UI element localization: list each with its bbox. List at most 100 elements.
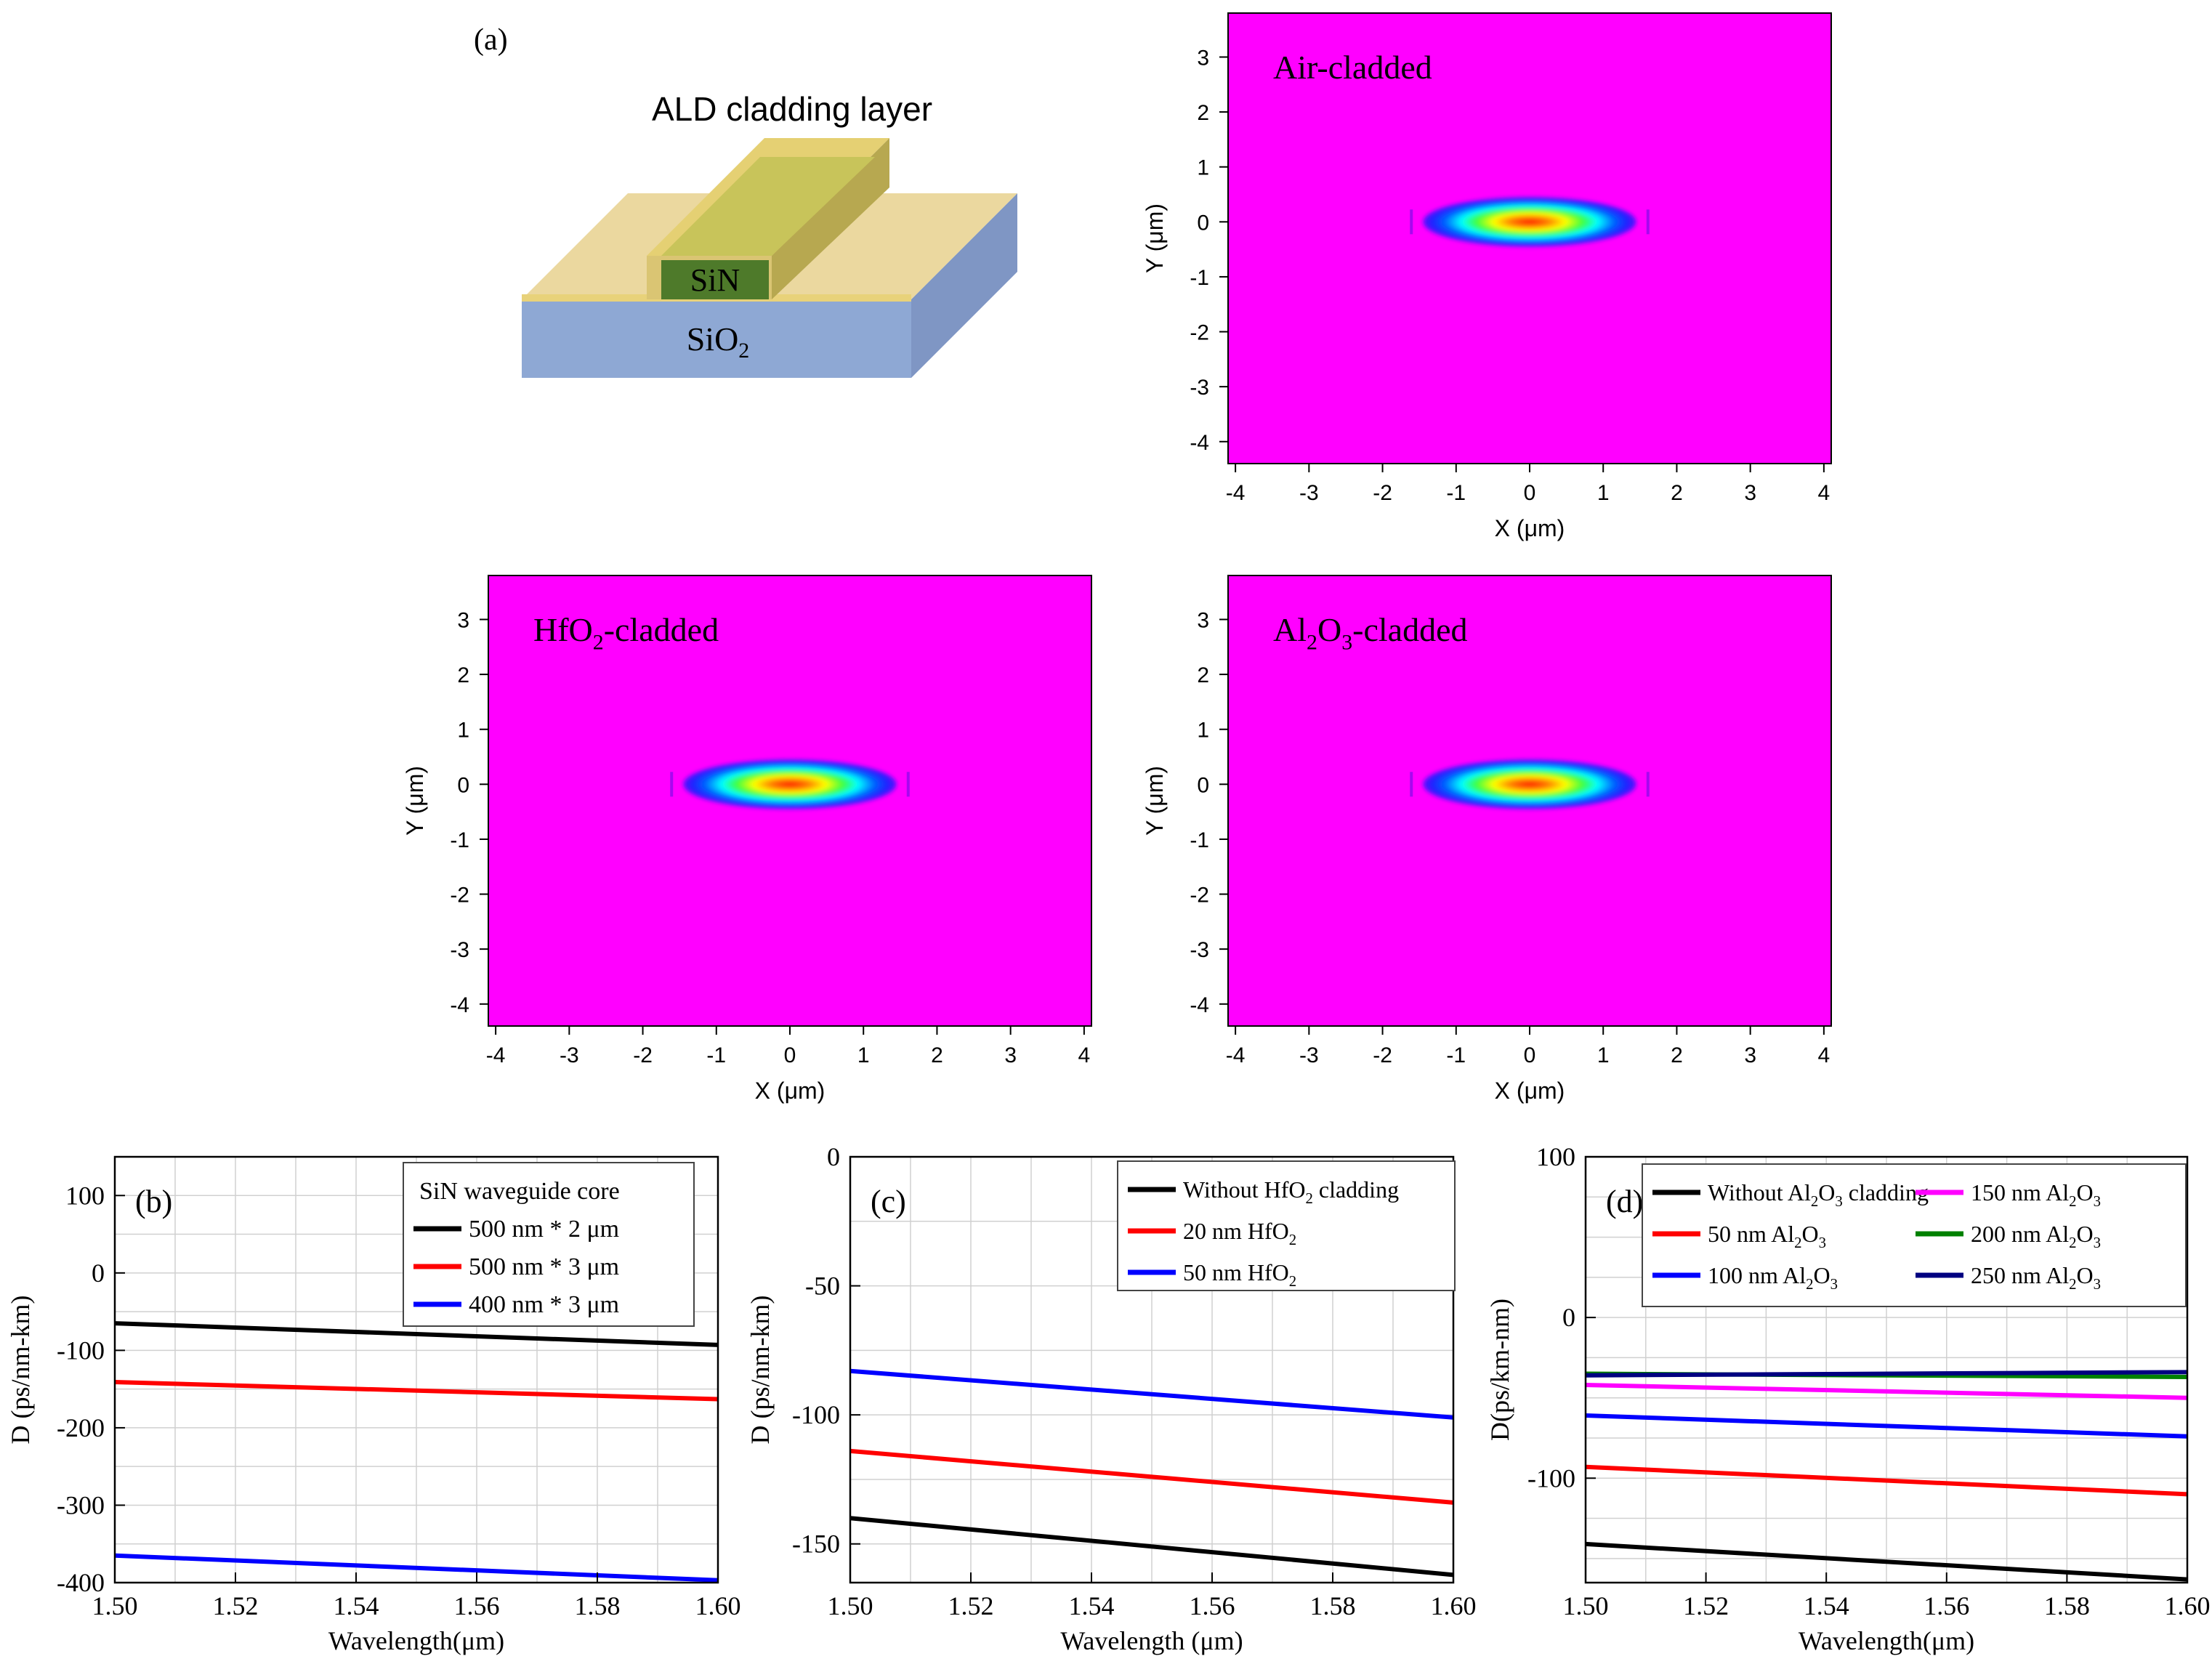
y-tick-label: -4 <box>1190 993 1209 1017</box>
y-tick-label: -1 <box>1190 266 1209 290</box>
y-tick-label: 3 <box>1197 46 1209 70</box>
chart-1: 1.50 1.52 1.54 1.56 1.58 1.60 0 -50 -100 -150 Wave… <box>746 1142 1477 1655</box>
x-tick-label: -4 <box>1226 1043 1246 1067</box>
x-tick-label: 2 <box>1671 481 1683 505</box>
panel-label: (b) <box>135 1184 172 1219</box>
series-line-0 <box>849 1516 1454 1578</box>
chart-2: 1.50 1.52 1.54 1.56 1.58 1.60 100 0 -100 Waveleng… <box>1485 1142 2211 1655</box>
x-axis-label: Wavelength(μm) <box>1799 1626 1974 1655</box>
schematic-title: ALD cladding layer <box>652 90 932 128</box>
x-tick-label: 1.52 <box>1683 1591 1729 1620</box>
mode-profile <box>683 759 897 809</box>
plot-frame <box>849 1155 1455 1584</box>
mode-maps: Air-cladded -4 -3 -2 -1 0 1 2 3 4 3 2 1 0 -1 -2 -3 -4 X (μ… <box>402 12 1832 1104</box>
mode-edge-artifact-right <box>1646 209 1650 235</box>
x-tick-label: 1.50 <box>828 1591 873 1620</box>
series-line-0 <box>114 1321 719 1347</box>
legend-entry: 200 nm Al2O3 <box>1971 1221 2101 1251</box>
ridge-side <box>772 138 889 299</box>
legend-entry: 50 nm HfO2 <box>1183 1259 1296 1290</box>
legend-box <box>1117 1160 1456 1291</box>
x-tick-label: -2 <box>1373 481 1392 505</box>
legend-box <box>403 1162 695 1327</box>
y-axis-label: Y (μm) <box>1142 203 1168 273</box>
y-tick-label: 1 <box>457 719 469 743</box>
legend-entry: 500 nm * 3 μm <box>469 1253 619 1280</box>
x-tick-label: 1 <box>1597 1043 1610 1067</box>
y-tick-label: 100 <box>65 1181 105 1210</box>
x-tick-label: 3 <box>1744 1043 1756 1067</box>
x-tick-label: 1.52 <box>213 1591 259 1620</box>
series-line-1 <box>114 1380 719 1402</box>
x-tick-label: 1.56 <box>1924 1591 1969 1620</box>
mode-map-label: HfO2-cladded <box>533 611 719 655</box>
y-tick-label: -3 <box>1190 938 1209 962</box>
x-tick-label: 1.58 <box>1310 1591 1356 1620</box>
x-tick-label: 2 <box>1671 1043 1683 1067</box>
x-tick-label: 1.50 <box>1563 1591 1609 1620</box>
y-axis-label: Y (μm) <box>402 766 428 836</box>
x-tick-label: -1 <box>1446 481 1466 505</box>
waveguide-schematic: ALD cladding layer SiN SiO2 <box>522 90 1017 378</box>
x-tick-label: 1.54 <box>1069 1591 1115 1620</box>
y-tick-label: -2 <box>1190 321 1209 345</box>
y-tick-label: 0 <box>827 1142 840 1171</box>
y-tick-label: -2 <box>450 884 469 908</box>
legend-entry: 400 nm * 3 μm <box>469 1291 619 1318</box>
y-tick-label: 1 <box>1197 156 1209 180</box>
y-tick-label: -100 <box>1527 1463 1575 1493</box>
x-tick-label: 1.58 <box>575 1591 621 1620</box>
y-tick-label: -100 <box>57 1336 105 1365</box>
y-tick-label: 2 <box>457 663 469 687</box>
x-tick-label: 1.60 <box>695 1591 741 1620</box>
y-tick-label: -3 <box>1190 376 1209 400</box>
x-tick-label: 4 <box>1078 1043 1091 1067</box>
y-tick-label: 0 <box>92 1259 105 1288</box>
series-line-2 <box>849 1368 1454 1420</box>
panel-a-label: (a) <box>474 23 508 57</box>
y-tick-label: -300 <box>57 1490 105 1519</box>
x-tick-label: 1 <box>1597 481 1610 505</box>
y-tick-label: 2 <box>1197 101 1209 125</box>
x-axis-label: Wavelength (μm) <box>1060 1626 1243 1655</box>
x-tick-label: 3 <box>1744 481 1756 505</box>
x-tick-label: -3 <box>1299 1043 1319 1067</box>
x-tick-label: 4 <box>1818 481 1830 505</box>
y-axis-label: D(ps/km-nm) <box>1485 1299 1514 1441</box>
x-tick-label: 1.54 <box>1804 1591 1849 1620</box>
y-tick-label: -1 <box>1190 828 1209 852</box>
core-label: SiN <box>690 262 740 298</box>
x-tick-label: 1.54 <box>334 1591 379 1620</box>
y-tick-label: -2 <box>1190 884 1209 908</box>
y-tick-label: -4 <box>1190 431 1209 455</box>
panel-label: (c) <box>871 1184 906 1219</box>
x-tick-label: 1.58 <box>2044 1591 2090 1620</box>
x-tick-label: 1.60 <box>2165 1591 2211 1620</box>
y-tick-label: 2 <box>1197 663 1209 687</box>
y-tick-label: -200 <box>57 1413 105 1442</box>
legend-entry: Without Al2O3 cladding <box>1708 1179 1929 1210</box>
x-tick-label: 1 <box>857 1043 870 1067</box>
x-tick-label: 0 <box>1524 481 1536 505</box>
y-tick-label: 3 <box>457 608 469 632</box>
x-tick-label: -2 <box>1373 1043 1392 1067</box>
y-tick-label: -3 <box>450 938 469 962</box>
x-tick-label: 3 <box>1004 1043 1017 1067</box>
x-tick-label: -1 <box>1446 1043 1466 1067</box>
chart-0: 1.50 1.52 1.54 1.56 1.58 1.60 100 0 -100 -200 -300… <box>6 1155 741 1655</box>
x-axis-label: Wavelength(μm) <box>328 1626 504 1655</box>
legend-entry: 250 nm Al2O3 <box>1971 1262 2101 1293</box>
x-tick-label: -1 <box>706 1043 726 1067</box>
y-tick-label: 0 <box>1562 1303 1575 1332</box>
series-line-5 <box>1585 1370 2188 1378</box>
y-tick-label: -150 <box>792 1530 840 1559</box>
y-tick-label: -50 <box>805 1272 840 1301</box>
x-tick-label: -3 <box>1299 481 1319 505</box>
x-tick-label: 0 <box>1524 1043 1536 1067</box>
mode-map-label: Al2O3-cladded <box>1273 611 1468 655</box>
legend-entry: 150 nm Al2O3 <box>1971 1179 2101 1210</box>
legend: SiN waveguide core 500 nm * 2 μm 500 nm * … <box>403 1162 695 1327</box>
plot-frame <box>1584 1155 2189 1584</box>
y-tick-label: 0 <box>1197 211 1209 235</box>
